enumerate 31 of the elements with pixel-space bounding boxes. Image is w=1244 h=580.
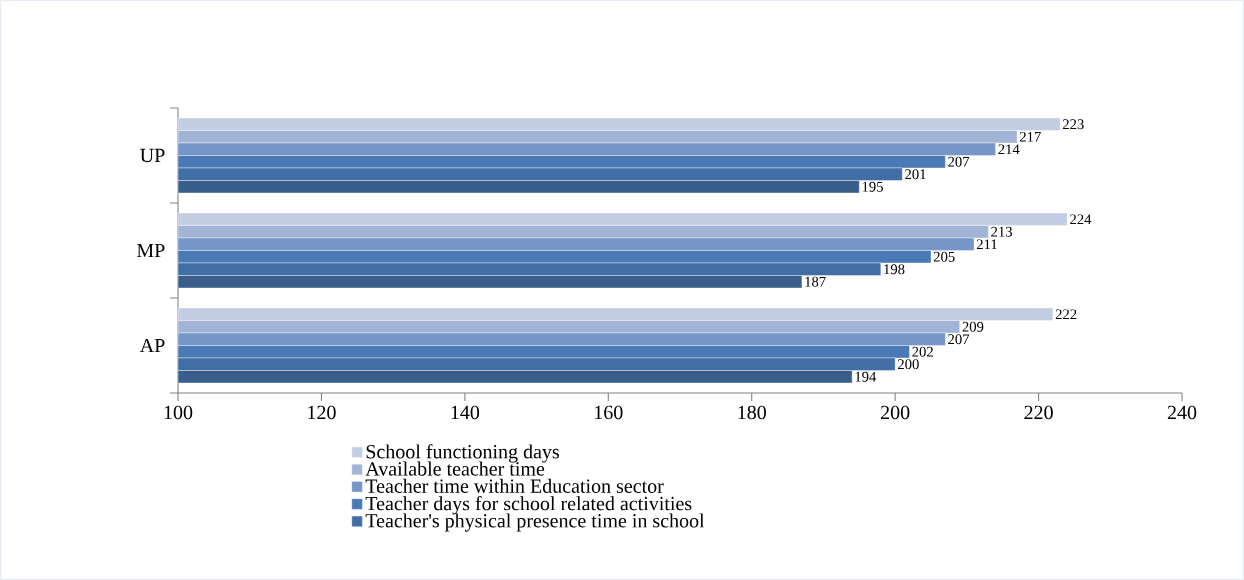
y-tick-label: UP	[140, 148, 165, 163]
data-label: 223	[1062, 119, 1084, 130]
data-label: 202	[912, 346, 933, 357]
data-label: 195	[862, 181, 883, 192]
x-tick-label: 160	[595, 405, 623, 420]
data-label: 194	[855, 371, 877, 382]
data-label: 213	[991, 226, 1012, 237]
data-label: 224	[1070, 214, 1092, 225]
x-tick-label: 140	[451, 405, 480, 420]
data-label: 198	[884, 264, 905, 275]
legend-label: Teacher time within Education sector	[365, 478, 664, 493]
data-label: 187	[805, 276, 826, 287]
data-label: 222	[1055, 309, 1077, 320]
data-label: 214	[998, 144, 1020, 155]
x-tick-label: 240	[1167, 405, 1197, 420]
data-label: 211	[976, 239, 997, 250]
x-tick-label: 180	[738, 405, 766, 420]
data-label: 217	[1019, 131, 1041, 142]
y-tick-label: MP	[136, 243, 165, 258]
x-tick-label: 220	[1024, 405, 1053, 420]
legend-label: Teacher's physical presence time in school	[365, 513, 705, 532]
data-label: 205	[933, 251, 955, 262]
data-label: 200	[898, 359, 919, 370]
x-tick-label: 120	[308, 405, 336, 420]
data-label: 209	[962, 321, 984, 332]
x-tick-label: 100	[164, 405, 193, 420]
data-label: 207	[948, 156, 970, 167]
x-tick-label: 200	[881, 405, 910, 420]
data-label: 207	[948, 334, 970, 345]
y-tick-label: AP	[139, 338, 165, 353]
data-label: 201	[905, 169, 926, 180]
